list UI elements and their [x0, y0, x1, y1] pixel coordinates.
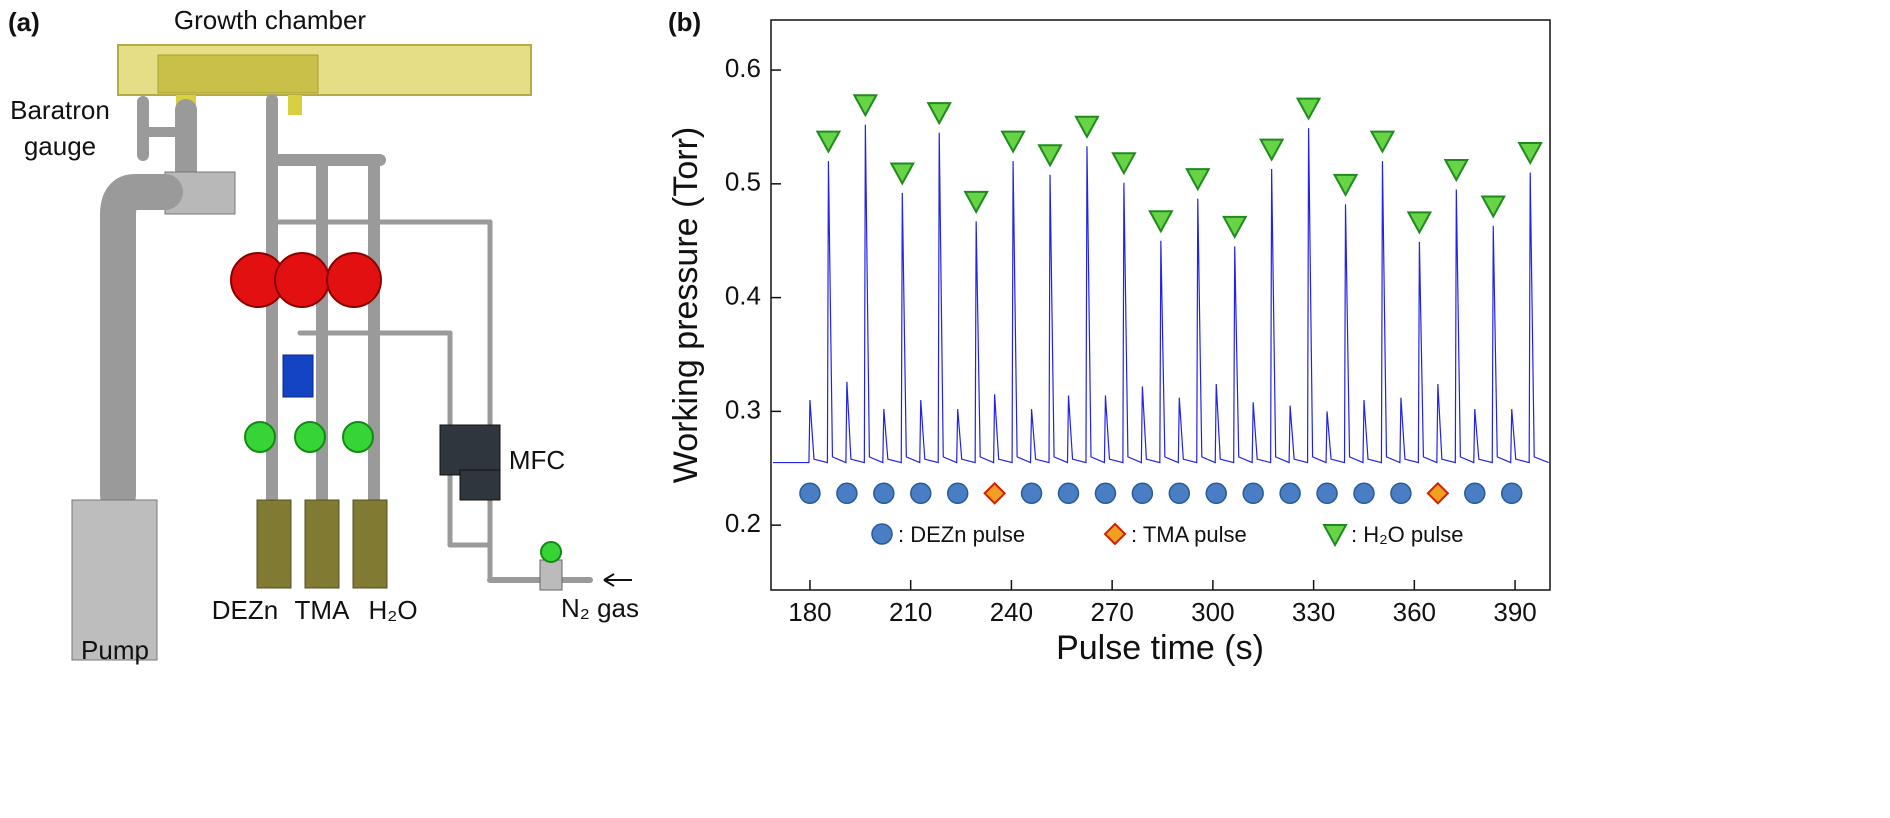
- dezn-marker: [1390, 482, 1412, 505]
- x-tick-label: 300: [1191, 597, 1234, 627]
- y-tick-label: 0.6: [725, 53, 761, 83]
- panel-label: (a): [8, 7, 40, 37]
- dezn-marker: [1242, 482, 1264, 505]
- dezn-marker: [1279, 482, 1301, 505]
- h2o-marker: [1037, 144, 1063, 168]
- h2o-marker: [852, 94, 879, 118]
- dezn-marker: [1464, 482, 1486, 505]
- h2o-marker: [1517, 141, 1543, 166]
- pressure-line: [773, 124, 1549, 464]
- h2o-marker: [1443, 159, 1470, 183]
- dezn-marker: [873, 482, 895, 505]
- dezn-marker: [1131, 482, 1154, 505]
- diagram-label: TMA: [295, 595, 351, 625]
- h2o-marker: [1295, 97, 1322, 121]
- diagram-label: Growth chamber: [174, 5, 367, 35]
- dezn-marker: [1353, 482, 1375, 505]
- h2o-marker: [1111, 152, 1137, 176]
- legend-label: : DEZn pulse: [898, 522, 1025, 547]
- y-tick-label: 0.4: [725, 280, 761, 310]
- h2o-marker: [1148, 210, 1174, 234]
- dezn-marker: [799, 482, 821, 505]
- y-axis-title: Working pressure (Torr): [667, 127, 705, 483]
- x-tick-label: 390: [1493, 597, 1536, 627]
- dezn-marker: [836, 482, 858, 505]
- legend-label: : H₂O pulse: [1351, 522, 1463, 547]
- h2o-marker: [1332, 173, 1359, 197]
- dezn-marker: [946, 482, 969, 505]
- x-tick-label: 330: [1292, 597, 1335, 627]
- diagram-label: Pump: [81, 635, 149, 665]
- y-tick-label: 0.5: [725, 167, 761, 197]
- y-tick-label: 0.3: [725, 394, 761, 424]
- diagram-label: gauge: [24, 131, 96, 161]
- dezn-marker: [1168, 482, 1191, 505]
- dezn-marker: [1205, 482, 1227, 505]
- dezn-marker: [1057, 482, 1080, 505]
- diagram-label: N₂ gas: [561, 593, 639, 623]
- h2o-marker: [1480, 195, 1506, 219]
- x-tick-label: 210: [889, 597, 932, 627]
- dezn-marker: [1500, 482, 1523, 505]
- plot-frame: [770, 19, 1551, 591]
- legend-marker: [1103, 522, 1127, 546]
- legend-marker: [871, 523, 893, 545]
- h2o-marker: [1406, 211, 1433, 235]
- dezn-marker: [1020, 482, 1043, 505]
- x-axis-title: Pulse time (s): [1056, 629, 1264, 667]
- h2o-marker: [1074, 115, 1100, 139]
- diagram-label: MFC: [509, 445, 565, 475]
- tma-marker: [983, 481, 1007, 505]
- dezn-marker: [910, 482, 932, 505]
- x-tick-label: 240: [990, 597, 1033, 627]
- tma-marker: [1426, 481, 1450, 505]
- x-tick-label: 180: [788, 597, 831, 627]
- h2o-marker: [963, 190, 989, 214]
- legend-marker: [1322, 524, 1348, 548]
- h2o-marker: [1258, 138, 1285, 162]
- h2o-marker: [889, 162, 915, 186]
- h2o-marker: [1369, 130, 1396, 154]
- h2o-marker: [815, 130, 842, 154]
- x-tick-label: 270: [1090, 597, 1133, 627]
- h2o-marker: [1000, 130, 1026, 154]
- h2o-marker: [1222, 215, 1248, 240]
- panel-label: (b): [668, 7, 701, 37]
- schematic: [71, 44, 632, 661]
- diagram-label: H₂O: [368, 595, 417, 625]
- y-tick-label: 0.2: [725, 508, 761, 538]
- h2o-marker: [1185, 168, 1211, 192]
- dezn-marker: [1316, 482, 1338, 505]
- dezn-marker: [1094, 482, 1117, 505]
- diagram-label: DEZn: [212, 595, 278, 625]
- diagram-label: Baratron: [10, 95, 110, 125]
- h2o-marker: [926, 102, 952, 126]
- legend-label: : TMA pulse: [1131, 522, 1247, 547]
- x-tick-label: 360: [1393, 597, 1436, 627]
